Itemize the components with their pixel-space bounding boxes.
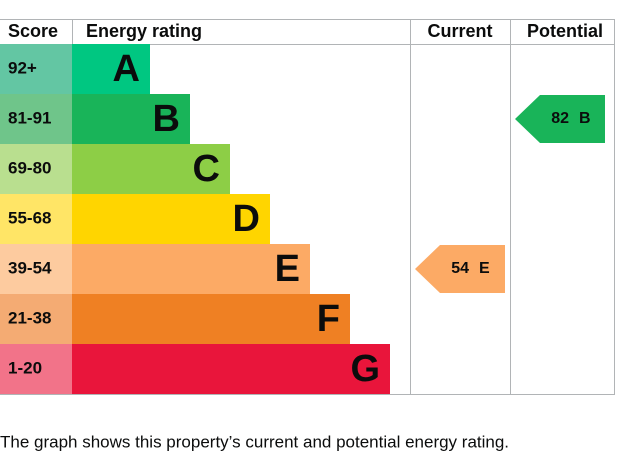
score-label: 92+ <box>8 58 37 77</box>
rating-letter: A <box>113 48 140 90</box>
rating-bar <box>72 44 150 94</box>
rating-letter: D <box>233 198 260 240</box>
rating-letter: E <box>275 248 300 290</box>
score-cell <box>0 344 72 394</box>
score-label: 1-20 <box>8 358 42 377</box>
rating-letter: C <box>193 148 220 190</box>
header-potential: Potential <box>527 21 603 41</box>
potential-rating: B <box>579 110 591 127</box>
potential-arrow <box>515 95 605 143</box>
current-arrow <box>415 245 505 293</box>
score-cell <box>0 44 72 94</box>
rating-letter: G <box>350 348 380 390</box>
rating-bar <box>72 94 190 144</box>
rating-bar <box>72 344 390 394</box>
rating-bar <box>72 194 270 244</box>
potential-value: 82 <box>551 110 569 127</box>
score-cell <box>0 194 72 244</box>
rating-letter: F <box>317 298 340 340</box>
rating-bar <box>72 244 310 294</box>
score-cell <box>0 294 72 344</box>
score-cell <box>0 144 72 194</box>
header-current: Current <box>427 21 492 41</box>
header-score: Score <box>8 21 58 41</box>
score-label: 81-91 <box>8 108 51 127</box>
score-label: 55-68 <box>8 208 51 227</box>
rating-bar <box>72 144 230 194</box>
current-value: 54 <box>451 260 469 277</box>
current-rating: E <box>479 260 490 277</box>
score-label: 39-54 <box>8 258 52 277</box>
score-label: 21-38 <box>8 308 51 327</box>
score-label: 69-80 <box>8 158 51 177</box>
header-rating: Energy rating <box>86 21 202 41</box>
rating-bar <box>72 294 350 344</box>
score-cell <box>0 244 72 294</box>
rating-letter: B <box>153 98 180 140</box>
caption: The graph shows this property’s current … <box>0 432 509 451</box>
score-cell <box>0 94 72 144</box>
